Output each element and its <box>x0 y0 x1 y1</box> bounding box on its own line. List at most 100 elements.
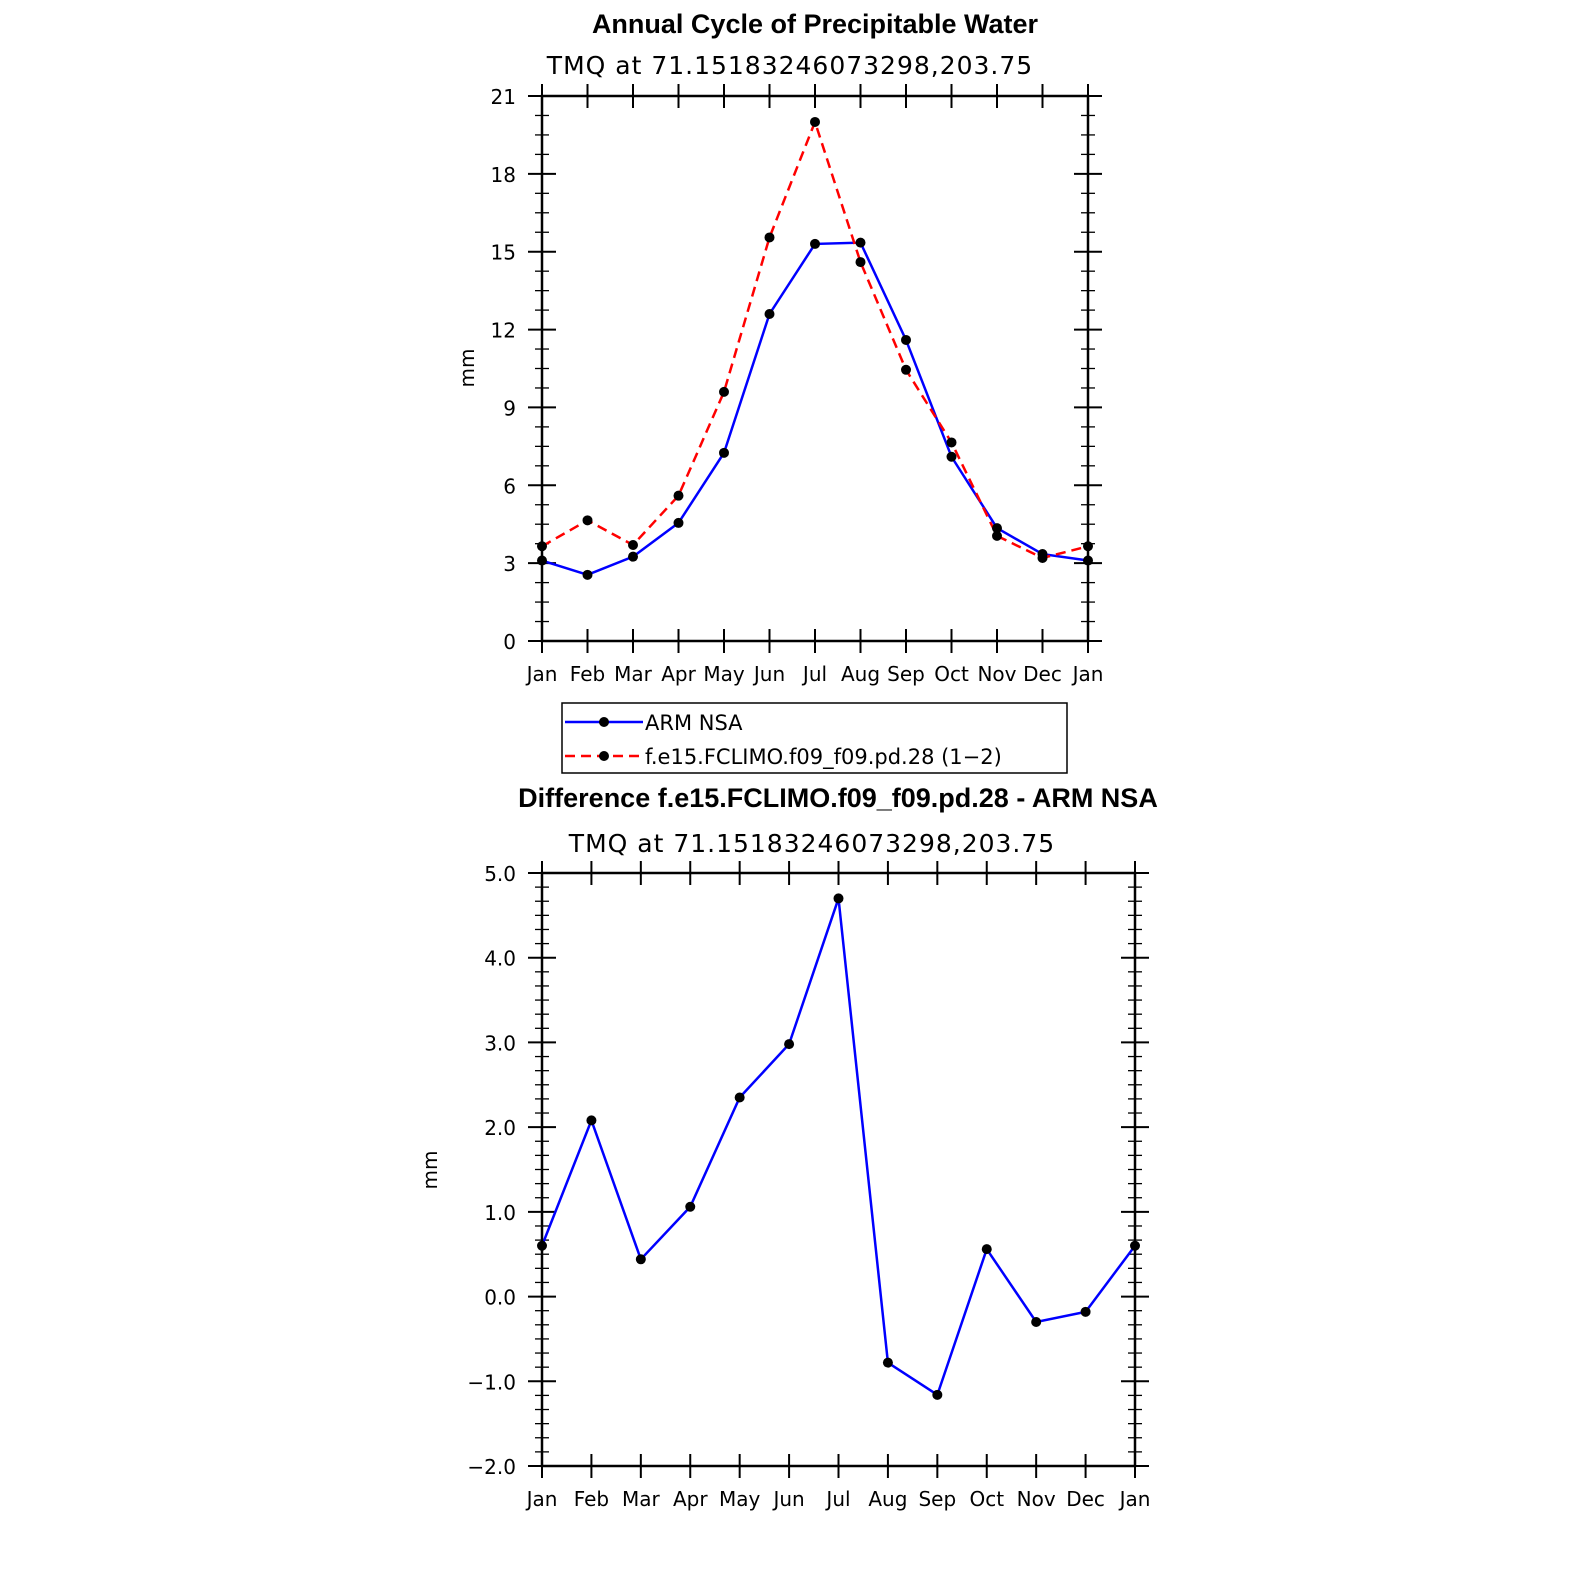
axis-ticks <box>528 861 1149 1478</box>
x-tick-label: Jul <box>824 1487 850 1511</box>
data-point <box>901 334 911 345</box>
x-tick-label: Jul <box>801 662 827 686</box>
data-point <box>673 490 684 501</box>
x-tick-label: Oct <box>934 662 969 686</box>
data-point <box>734 1092 745 1103</box>
tick-labels: Jan Feb Mar Apr May Jun Jul Aug Sep Oct Nov Dec Jan 0… <box>491 85 1104 686</box>
x-tick-label: Dec <box>1066 1487 1105 1511</box>
data-point <box>992 523 1002 534</box>
series-line-0 <box>540 898 1137 1397</box>
y-tick-label: −1.0 <box>467 1370 516 1394</box>
x-tick-label: Oct <box>969 1487 1004 1511</box>
x-tick-label: Sep <box>887 662 925 686</box>
y-axis-label: mm <box>455 349 479 388</box>
y-tick-label: 4.0 <box>484 947 516 971</box>
y-axis-label: mm <box>418 1151 442 1190</box>
x-tick-label: Aug <box>868 1487 907 1511</box>
data-point <box>882 1357 893 1368</box>
data-point <box>582 515 593 526</box>
data-point <box>810 116 820 127</box>
x-tick-label: May <box>719 1487 761 1511</box>
y-tick-label: 12 <box>491 319 516 343</box>
data-point <box>1031 1316 1042 1327</box>
chart-title: Difference f.e15.FCLIMO.f09_f09.pd.28 - … <box>518 783 1158 813</box>
data-point <box>932 1389 943 1400</box>
x-tick-label: Feb <box>574 1487 609 1511</box>
data-point <box>628 539 638 550</box>
data-point <box>719 386 729 397</box>
x-tick-label: Mar <box>622 1487 661 1511</box>
x-tick-label: Mar <box>614 662 653 686</box>
x-tick-label: Jan <box>525 1487 558 1511</box>
data-point <box>635 1254 646 1265</box>
legend-marker-model <box>599 751 609 761</box>
legend-marker-arm-nsa <box>599 717 609 727</box>
y-tick-label: 18 <box>491 163 516 187</box>
data-point <box>1037 552 1048 563</box>
series-group <box>537 116 1093 580</box>
y-tick-label: 0 <box>503 630 516 654</box>
x-tick-label: Feb <box>570 662 605 686</box>
y-tick-label: 0.0 <box>484 1286 516 1310</box>
data-point <box>764 309 775 319</box>
data-point <box>946 451 957 462</box>
data-point <box>719 447 729 458</box>
x-tick-label: May <box>703 662 745 686</box>
data-point <box>784 1039 795 1050</box>
data-point <box>673 517 684 528</box>
y-tick-label: 3 <box>503 552 516 576</box>
data-point <box>833 893 844 904</box>
legend-box <box>561 702 1068 774</box>
y-tick-label: 15 <box>491 241 516 265</box>
data-point <box>582 569 593 580</box>
chart-subtitle: TMQ at 71.15183246073298,203.75 <box>568 829 1055 858</box>
series-line-0 <box>541 241 1089 577</box>
x-tick-label: Jan <box>1118 1487 1151 1511</box>
chart-difference: Difference f.e15.FCLIMO.f09_f09.pd.28 - … <box>418 783 1158 1511</box>
x-tick-label: Apr <box>661 662 696 686</box>
x-tick-label: Nov <box>1017 1487 1056 1511</box>
axis-ticks <box>528 84 1102 653</box>
data-point <box>992 530 1002 541</box>
x-tick-label: Aug <box>841 662 880 686</box>
y-tick-label: 21 <box>491 85 516 109</box>
x-tick-label: Jun <box>752 662 785 686</box>
chart-title: Annual Cycle of Precipitable Water <box>592 9 1039 39</box>
data-point <box>855 237 866 248</box>
data-point <box>586 1115 597 1126</box>
legend-label-model: f.e15.FCLIMO.f09_f09.pd.28 (1−2) <box>645 745 1002 770</box>
y-tick-label: 2.0 <box>484 1116 516 1140</box>
data-point <box>628 551 638 562</box>
chart-annual-cycle: Annual Cycle of Precipitable Water TMQ a… <box>455 9 1103 686</box>
data-point <box>810 238 820 249</box>
data-point <box>946 437 957 448</box>
y-tick-label: 1.0 <box>484 1201 516 1225</box>
x-tick-label: Jun <box>771 1487 804 1511</box>
chart-subtitle: TMQ at 71.15183246073298,203.75 <box>546 51 1033 80</box>
tick-labels: Jan Feb Mar Apr May Jun Jul Aug Sep Oct Nov Dec Jan−… <box>467 862 1150 1511</box>
data-point <box>855 257 866 268</box>
plot-frame <box>540 871 1137 1468</box>
data-point <box>685 1201 696 1212</box>
x-tick-label: Apr <box>673 1487 708 1511</box>
data-point <box>764 232 775 243</box>
y-tick-label: 5.0 <box>484 862 516 886</box>
x-tick-label: Nov <box>977 662 1016 686</box>
legend-label-arm-nsa: ARM NSA <box>645 711 743 735</box>
y-tick-label: −2.0 <box>467 1455 516 1479</box>
data-point <box>1080 1306 1091 1317</box>
x-tick-label: Sep <box>918 1487 956 1511</box>
x-tick-label: Jan <box>1071 662 1104 686</box>
legend: ARM NSA f.e15.FCLIMO.f09_f09.pd.28 (1−2) <box>561 702 1068 774</box>
y-tick-label: 6 <box>503 474 516 498</box>
plot-frame <box>540 94 1090 643</box>
data-point <box>981 1244 992 1255</box>
x-tick-label: Jan <box>525 662 558 686</box>
series-group <box>537 893 1140 1400</box>
y-tick-label: 9 <box>503 396 516 420</box>
x-tick-label: Dec <box>1023 662 1062 686</box>
y-tick-label: 3.0 <box>484 1031 516 1055</box>
data-point <box>901 364 911 375</box>
series-line-1 <box>541 118 1089 560</box>
